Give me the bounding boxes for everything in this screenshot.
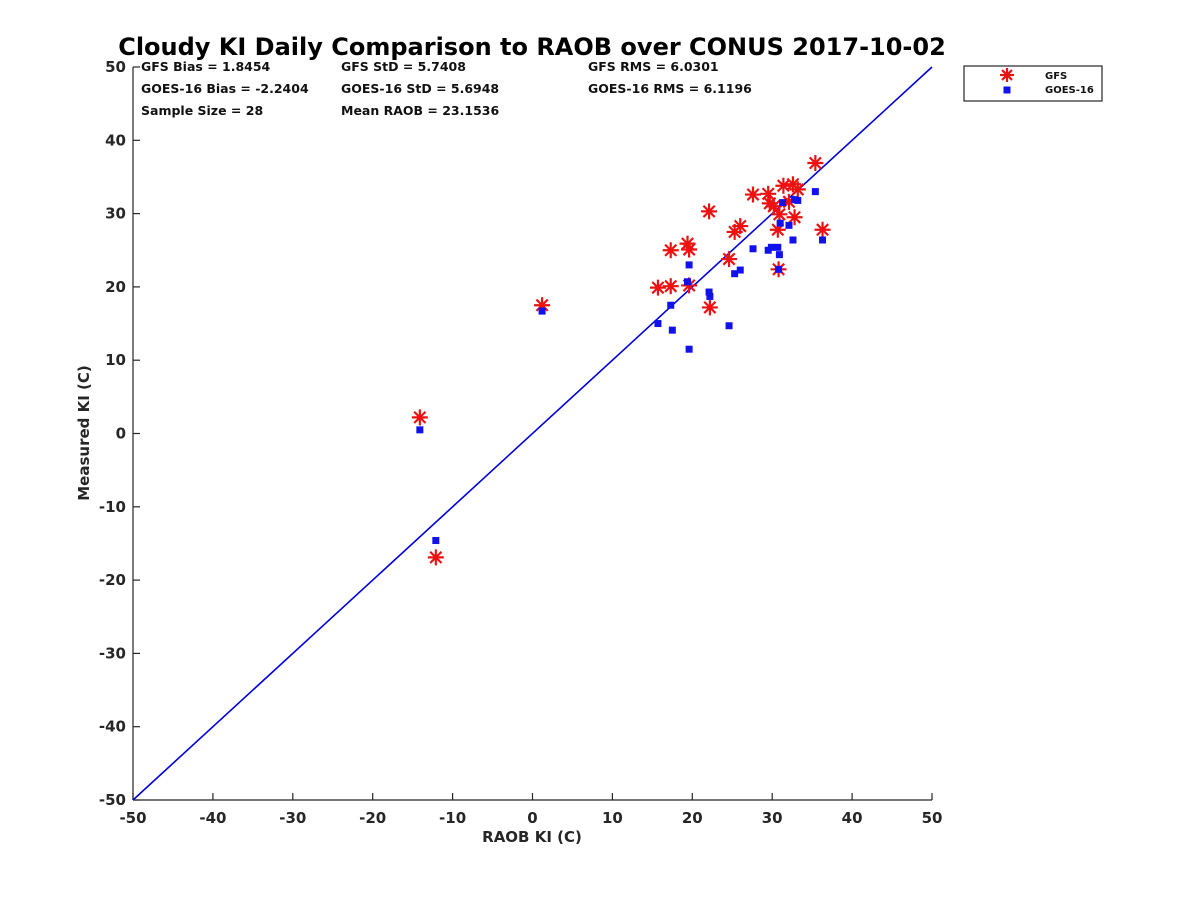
stat-goes-bias: GOES-16 Bias = -2.2404 [141, 81, 309, 96]
goes-16-point [416, 426, 424, 434]
stat-goes-rms: GOES-16 RMS = 6.1196 [588, 81, 752, 96]
goes-16-point [432, 537, 440, 545]
goes-16-point [736, 266, 744, 274]
stat-gfs-rms: GFS RMS = 6.0301 [588, 59, 719, 74]
gfs-point [814, 221, 831, 238]
y-axis-ticks: -50 -40 -30 -20 -10 0 10 20 30 40 50 [99, 58, 140, 809]
stat-gfs-bias: GFS Bias = 1.8454 [141, 59, 271, 74]
gfs-point [649, 279, 666, 296]
gfs-point [765, 198, 782, 215]
y-tick-label: -30 [99, 644, 126, 662]
goes-16-point [794, 196, 802, 204]
y-tick-label: 50 [105, 58, 126, 76]
legend-gfs-asterisk-icon [1000, 68, 1014, 82]
x-tick-label: -30 [279, 809, 306, 827]
gfs-point [411, 409, 428, 426]
stat-mean-raob: Mean RAOB = 23.1536 [341, 103, 499, 118]
goes-16-point [705, 288, 713, 296]
goes-16-point [749, 245, 757, 253]
goes-16-point [725, 322, 733, 330]
series-gfs [411, 155, 831, 566]
y-tick-label: -10 [99, 498, 126, 516]
goes-16-point [538, 307, 546, 315]
goes-16-point [684, 278, 692, 286]
goes-16-point [685, 345, 693, 353]
y-tick-label: -20 [99, 571, 126, 589]
legend: GFS GOES-16 [963, 65, 1103, 102]
x-tick-label: 40 [842, 809, 863, 827]
goes-16-point [731, 270, 739, 278]
y-tick-label: 30 [105, 205, 126, 223]
goes-16-point [667, 301, 675, 309]
legend-gfs-marker [1000, 68, 1014, 82]
legend-goes-16-square-icon [1003, 86, 1011, 94]
goes-16-point [789, 236, 797, 244]
gfs-point [662, 242, 679, 259]
gfs-point [662, 278, 679, 295]
series-goes-16 [416, 188, 827, 545]
goes-16-point [706, 292, 714, 300]
x-tick-label: -10 [439, 809, 466, 827]
goes-16-point [819, 236, 827, 244]
gfs-point [681, 241, 698, 258]
x-tick-label: 50 [922, 809, 943, 827]
goes-16-point [775, 265, 783, 273]
goes-16-point [767, 243, 775, 251]
gfs-point [721, 251, 738, 268]
legend-box [963, 65, 1103, 102]
goes-16-point [774, 243, 782, 251]
gfs-point [786, 209, 803, 226]
goes-16-point [785, 221, 793, 229]
gfs-point [534, 297, 551, 314]
x-tick-label: 20 [682, 809, 703, 827]
one-to-one-line [132, 66, 933, 801]
y-tick-label: 20 [105, 278, 126, 296]
stat-goes-std: GOES-16 StD = 5.6948 [341, 81, 499, 96]
goes-16-point [775, 251, 783, 259]
x-tick-label: 30 [762, 809, 783, 827]
legend-goes-16-marker [1003, 86, 1011, 94]
x-tick-label: -50 [119, 809, 146, 827]
y-tick-label: 10 [105, 351, 126, 369]
x-tick-label: -20 [359, 809, 386, 827]
gfs-point [789, 181, 806, 198]
stat-sample-size: Sample Size = 28 [141, 103, 263, 118]
gfs-point [732, 218, 749, 235]
goes-16-point [668, 326, 676, 334]
x-tick-label: -40 [199, 809, 226, 827]
x-axis-ticks: -50 -40 -30 -20 -10 0 10 20 30 40 50 [119, 793, 942, 827]
stat-gfs-std: GFS StD = 5.7408 [341, 59, 466, 74]
gfs-point [807, 155, 824, 172]
y-tick-label: -40 [99, 718, 126, 736]
chart-title: Cloudy KI Daily Comparison to RAOB over … [118, 33, 946, 61]
gfs-point [427, 549, 444, 566]
y-tick-label: 0 [116, 425, 126, 443]
goes-16-point [654, 320, 662, 328]
goes-16-point [811, 188, 819, 196]
x-axis-label: RAOB KI (C) [482, 828, 582, 846]
x-tick-label: 10 [602, 809, 623, 827]
y-tick-label: 40 [105, 131, 126, 149]
x-tick-label: 0 [527, 809, 537, 827]
stats-block: GFS Bias = 1.8454 GFS StD = 5.7408 GFS R… [141, 59, 752, 118]
y-tick-label: -50 [99, 791, 126, 809]
gfs-point [701, 299, 718, 316]
gfs-point [745, 186, 762, 203]
legend-gfs-label: GFS [1045, 71, 1067, 82]
goes-16-point [779, 199, 787, 207]
gfs-point [769, 221, 786, 238]
legend-goes-label: GOES-16 [1045, 85, 1094, 96]
y-axis-label: Measured KI (C) [75, 365, 93, 501]
goes-16-point [776, 219, 784, 227]
goes-16-point [685, 261, 693, 269]
gfs-point [701, 203, 718, 220]
